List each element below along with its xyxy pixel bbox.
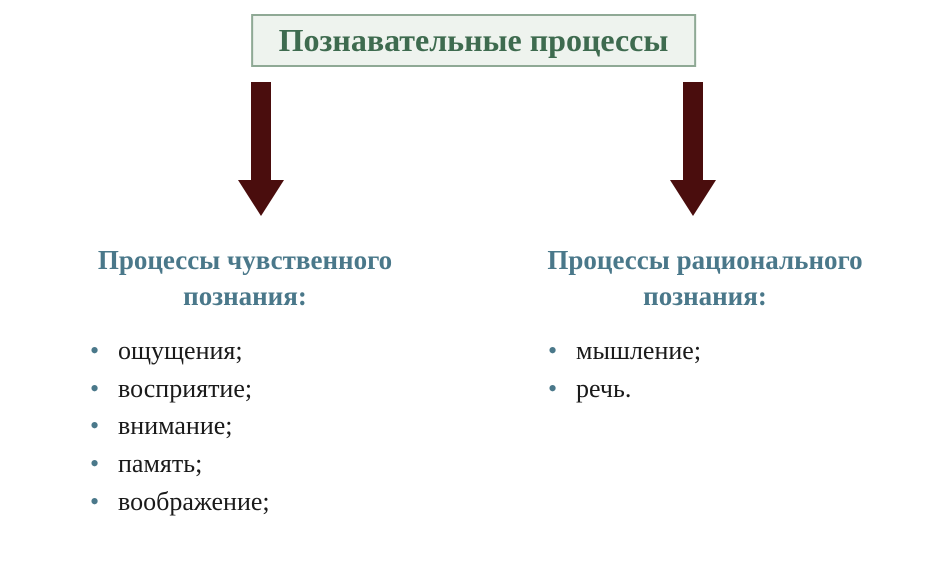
list-item: восприятие; xyxy=(90,370,270,408)
left-column-heading: Процессы чувственного познания: xyxy=(35,242,455,315)
title-text: Познавательные процессы xyxy=(279,22,669,58)
list-item: речь. xyxy=(548,370,701,408)
right-bullet-list: мышление;речь. xyxy=(548,332,701,407)
arrow-head xyxy=(238,180,284,216)
list-item: внимание; xyxy=(90,407,270,445)
arrow-shaft xyxy=(251,82,271,180)
right-column-heading: Процессы рационального познания: xyxy=(490,242,920,315)
list-item: воображение; xyxy=(90,483,270,521)
left-bullet-list: ощущения;восприятие;внимание;память;вооб… xyxy=(90,332,270,520)
title-box: Познавательные процессы xyxy=(251,14,697,67)
list-item: ощущения; xyxy=(90,332,270,370)
list-item: мышление; xyxy=(548,332,701,370)
arrow-down-right-icon xyxy=(670,82,716,216)
arrow-head xyxy=(670,180,716,216)
arrow-down-left-icon xyxy=(238,82,284,216)
list-item: память; xyxy=(90,445,270,483)
arrow-shaft xyxy=(683,82,703,180)
